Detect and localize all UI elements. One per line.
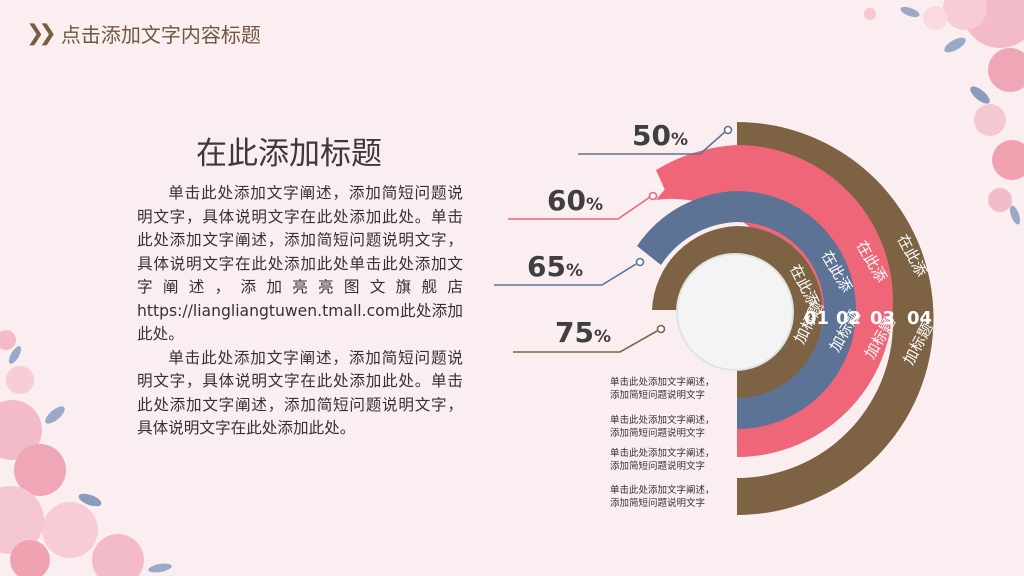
ring-01 [737,226,823,398]
percent-65: 65% [527,250,583,283]
leader-dot-65 [635,257,645,267]
percent-50: 50% [632,119,688,152]
paragraph-1: 单击此处添加文字阐述，添加简短问题说明文字，具体说明文字在此处添加此处。单击此处… [137,184,463,343]
content-title: 在此添加标题 [196,136,382,172]
leader-line-50 [578,130,727,155]
note-4-line-1: 单击此处添加文字阐述， [610,484,715,496]
header-title: 点击添加文字内容标题 [60,22,261,47]
note-4-line-2: 添加简短问题说明文字 [610,497,705,509]
leader-dot-50 [723,125,733,135]
ring-04 [737,122,934,515]
header: ❯❯ 点击添加文字内容标题 [26,18,261,48]
note-3-line-2: 添加简短问题说明文字 [610,460,705,472]
ring-02 [737,191,856,429]
note-1-line-2: 添加简短问题说明文字 [610,389,705,401]
ring-03-extension [656,145,737,190]
ring-02-extension [637,191,737,265]
ring-02-number: 02 [836,308,861,329]
body-text: 单击此处添加文字阐述，添加简短问题说明文字，具体说明文字在此处添加此处。单击此处… [137,182,463,441]
note-2-line-1: 单击此处添加文字阐述， [610,414,715,426]
leader-dot-60 [648,191,658,201]
percent-75: 75% [555,316,611,349]
note-3-line-1: 单击此处添加文字阐述， [610,447,715,459]
ring-01-number: 01 [804,308,829,329]
leader-dot-75 [656,324,666,334]
note-1-line-1: 单击此处添加文字阐述， [610,376,715,388]
paragraph-2: 单击此处添加文字阐述，添加简短问题说明文字，具体说明文字在此处添加此处。单击此处… [137,348,463,438]
leader-line-65 [494,263,637,286]
ring-01-extension [652,226,737,310]
leader-line-75 [513,330,658,353]
leader-line-60 [508,196,651,220]
center-circle [676,253,794,371]
note-2-line-2: 添加简短问题说明文字 [610,427,705,439]
ring-03-number: 03 [870,308,895,329]
percent-60: 60% [547,184,603,217]
ring-04-number: 04 [907,308,932,329]
